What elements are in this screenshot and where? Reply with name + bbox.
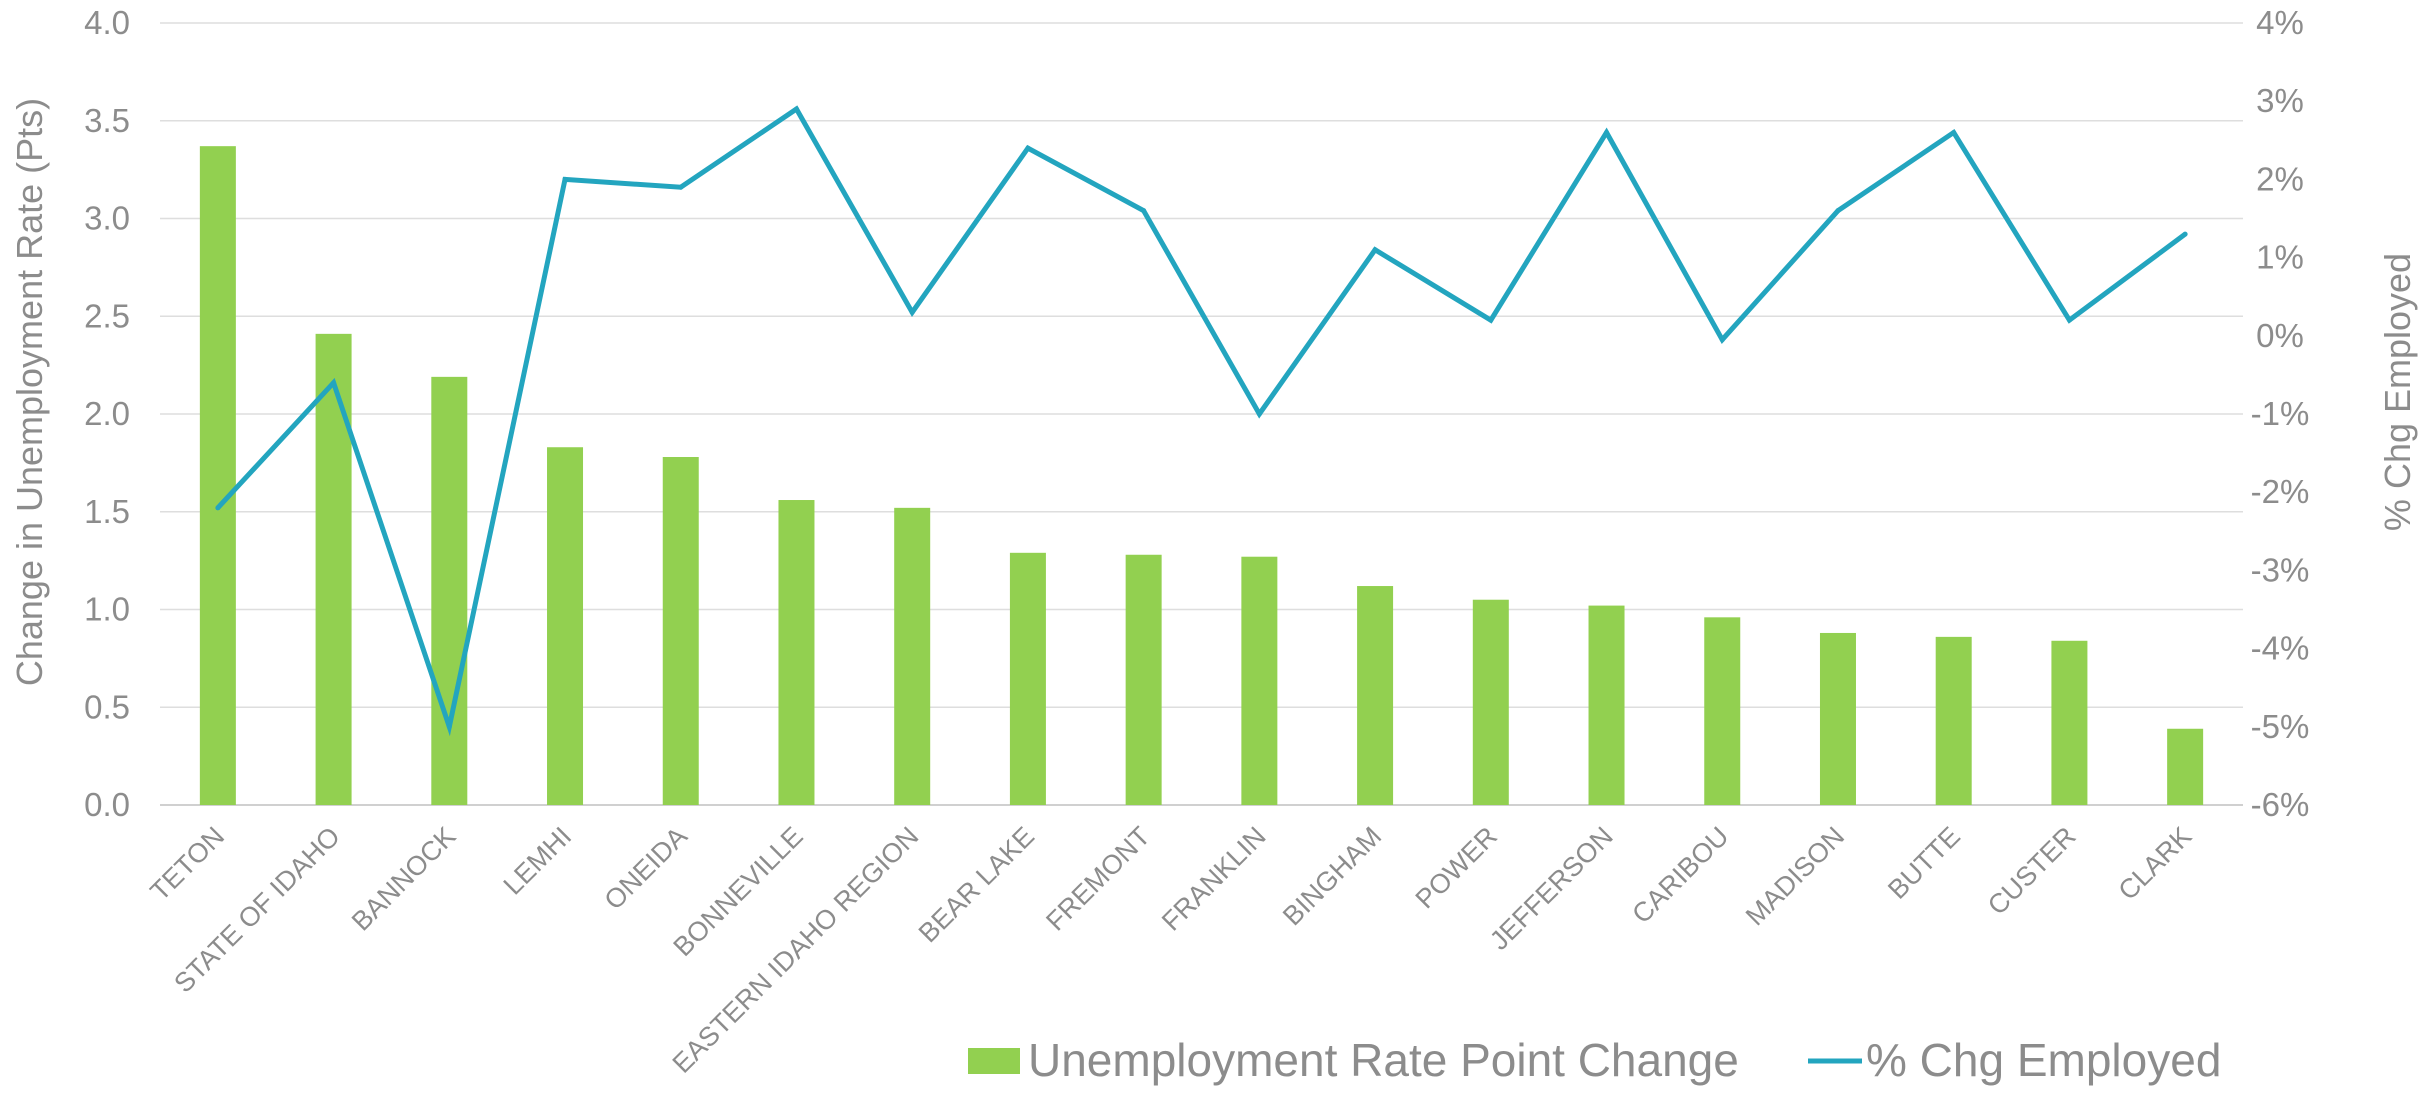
line-point <box>1835 208 1841 214</box>
line-point <box>562 176 568 182</box>
bar <box>1472 599 1509 805</box>
left-axis: 0.0 0.5 1.0 1.5 2.0 2.5 3.0 3.5 4.0 <box>84 4 130 823</box>
bar <box>2051 640 2088 805</box>
right-tick-label: 1% <box>2256 239 2304 276</box>
category-label: ONEIDA <box>599 821 693 915</box>
left-tick-label: 0.0 <box>84 786 130 823</box>
line-point <box>1951 129 1957 135</box>
bar <box>1935 636 1972 805</box>
line-point <box>446 724 452 730</box>
right-axis: -6% -5% -4% -3% -2% -1% 0% 1% 2% 3% 4% <box>2251 4 2310 823</box>
right-tick-label: 0% <box>2256 317 2304 354</box>
right-tick-label: -2% <box>2251 473 2310 510</box>
bar <box>199 146 236 806</box>
gridlines <box>160 22 2243 806</box>
line-point <box>215 505 221 511</box>
category-label: TETON <box>145 821 231 907</box>
bar-series <box>199 146 2204 806</box>
left-tick-label: 4.0 <box>84 4 130 41</box>
category-label: BANNOCK <box>346 821 462 937</box>
left-tick-label: 1.0 <box>84 591 130 628</box>
left-tick-label: 3.0 <box>84 200 130 237</box>
category-label: LEMHI <box>498 821 578 901</box>
line-point <box>1488 317 1494 323</box>
line-point <box>2182 231 2188 237</box>
category-label: JEFFERSON <box>1484 821 1619 956</box>
left-tick-label: 1.5 <box>84 493 130 530</box>
category-label: CARIBOU <box>1626 821 1734 929</box>
line-point <box>909 309 915 315</box>
line-point <box>1719 337 1725 343</box>
bar <box>1704 617 1741 805</box>
right-axis-title: % Chg Employed <box>2377 253 2418 531</box>
right-tick-label: -5% <box>2251 708 2310 745</box>
line-series <box>215 105 2188 737</box>
category-label: BINGHAM <box>1277 821 1387 931</box>
left-axis-title: Change in Unemployment Rate (Pts) <box>9 98 50 686</box>
left-tick-label: 2.0 <box>84 395 130 432</box>
line-point <box>2066 317 2072 323</box>
category-label: EASTERN IDAHO REGION <box>667 821 925 1079</box>
right-tick-label: -3% <box>2251 551 2310 588</box>
bar <box>1009 552 1046 805</box>
bar <box>1819 632 1856 805</box>
category-label: POWER <box>1410 821 1503 914</box>
legend-swatch-bar <box>968 1048 1020 1074</box>
legend: Unemployment Rate Point Change % Chg Emp… <box>968 1034 2221 1086</box>
category-label: CUSTER <box>1982 821 2082 921</box>
line-point <box>678 184 684 190</box>
legend-label-line: % Chg Employed <box>1866 1034 2221 1086</box>
bar <box>1241 556 1278 805</box>
bar <box>2167 728 2204 805</box>
legend-label-bar: Unemployment Rate Point Change <box>1028 1034 1739 1086</box>
bar <box>431 376 468 805</box>
line-point <box>793 106 799 112</box>
left-tick-label: 0.5 <box>84 688 130 725</box>
right-tick-label: -4% <box>2251 630 2310 667</box>
bar <box>894 507 931 805</box>
right-tick-label: -1% <box>2251 395 2310 432</box>
right-tick-label: 4% <box>2256 4 2304 41</box>
category-label: CLARK <box>2113 821 2198 906</box>
line-point <box>1372 247 1378 253</box>
left-tick-label: 2.5 <box>84 297 130 334</box>
line-path <box>216 105 2187 737</box>
category-label: FRANKLIN <box>1156 821 1272 937</box>
right-tick-label: 3% <box>2256 82 2304 119</box>
line-point <box>1141 208 1147 214</box>
line-point <box>331 380 337 386</box>
bar <box>1588 605 1625 805</box>
bar <box>1125 554 1162 805</box>
line-point <box>1256 411 1262 417</box>
line-point <box>1604 129 1610 135</box>
bar <box>315 333 352 805</box>
bar <box>778 500 815 805</box>
bar <box>662 457 699 805</box>
bar <box>1357 586 1394 805</box>
category-label: MADISON <box>1740 821 1850 931</box>
category-label: FREMONT <box>1040 821 1156 937</box>
right-tick-label: -6% <box>2251 786 2310 823</box>
right-tick-label: 2% <box>2256 160 2304 197</box>
line-point <box>1025 145 1031 151</box>
category-label: BUTTE <box>1882 821 1966 905</box>
left-tick-label: 3.5 <box>84 102 130 139</box>
bar <box>547 447 584 805</box>
category-label: BEAR LAKE <box>913 821 1040 948</box>
